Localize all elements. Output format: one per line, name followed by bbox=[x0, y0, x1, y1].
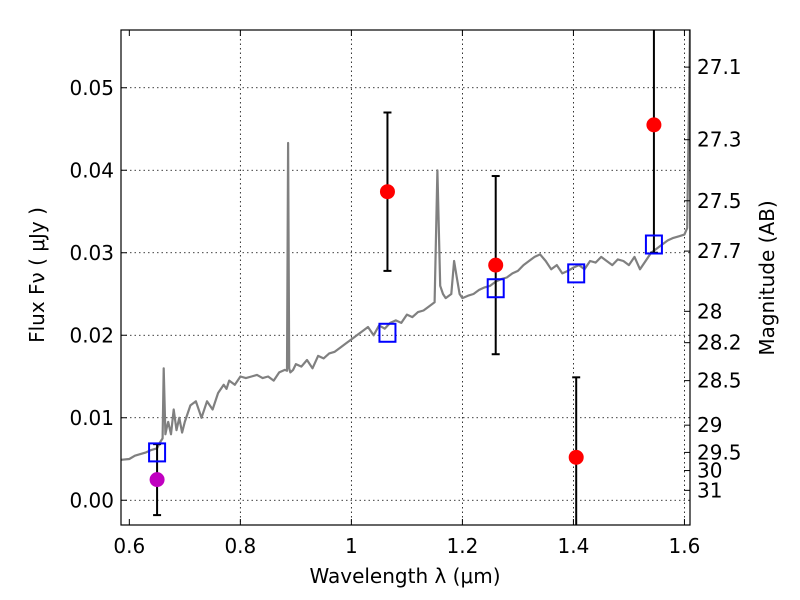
detection-point bbox=[379, 184, 395, 200]
y2-tick-label: 27.1 bbox=[697, 55, 742, 79]
x-tick-label: 0.6 bbox=[113, 534, 145, 558]
x-tick-label: 1.6 bbox=[669, 534, 701, 558]
y2-tick-label: 31 bbox=[697, 478, 722, 502]
y-tick-label: 0.05 bbox=[69, 76, 114, 100]
y-tick-label: 0.04 bbox=[69, 158, 114, 182]
x-tick-label: 0.8 bbox=[224, 534, 256, 558]
plot-frame bbox=[120, 29, 691, 526]
detection-point bbox=[568, 449, 584, 465]
y-tick-label: 0.03 bbox=[69, 241, 114, 265]
axis-ticks bbox=[121, 30, 690, 525]
dropout-point bbox=[149, 472, 165, 488]
y2-tick-label: 27.7 bbox=[697, 239, 742, 263]
y2-tick-label: 28.5 bbox=[697, 369, 742, 393]
model-flux-square bbox=[148, 442, 167, 463]
y-tick-label: 0.02 bbox=[69, 323, 114, 347]
x-tick-labels: 0.6 0.8 1 1.2 1.4 1.6 bbox=[113, 534, 700, 558]
y2-tick-label: 29.5 bbox=[697, 440, 742, 464]
grid bbox=[121, 30, 690, 525]
y2-axis-label: Magnitude (AB) bbox=[755, 200, 779, 355]
detection-point bbox=[646, 117, 662, 133]
x-axis-label: Wavelength λ (μm) bbox=[309, 564, 500, 588]
x-tick-label: 1.4 bbox=[558, 534, 590, 558]
y2-tick-label: 28 bbox=[697, 299, 722, 323]
model-flux-square bbox=[644, 234, 663, 255]
y-tick-labels: 0.00 0.01 0.02 0.03 0.04 0.05 bbox=[69, 76, 114, 513]
y2-tick-label: 28.2 bbox=[697, 331, 742, 355]
model-flux-square bbox=[567, 263, 586, 284]
x-tick-label: 1.2 bbox=[446, 534, 478, 558]
detection-point bbox=[488, 257, 504, 273]
model-flux-square bbox=[486, 278, 505, 299]
model-template-spectrum-layer bbox=[121, 30, 690, 461]
y2-tick-label: 30 bbox=[697, 459, 722, 483]
y2-tick-label: 29 bbox=[697, 413, 722, 437]
y-tick-label: 0.00 bbox=[69, 488, 114, 512]
x-tick-label: 1 bbox=[345, 534, 358, 558]
y-axis-label: Flux Fν ( μJy ) bbox=[25, 207, 49, 343]
markers-layer bbox=[148, 117, 663, 488]
y2-tick-label: 27.5 bbox=[697, 189, 742, 213]
y2-tick-label: 27.3 bbox=[697, 128, 742, 152]
template-spectrum-line bbox=[121, 30, 690, 461]
y-tick-label: 0.01 bbox=[69, 406, 114, 430]
model-flux-square bbox=[378, 322, 397, 343]
